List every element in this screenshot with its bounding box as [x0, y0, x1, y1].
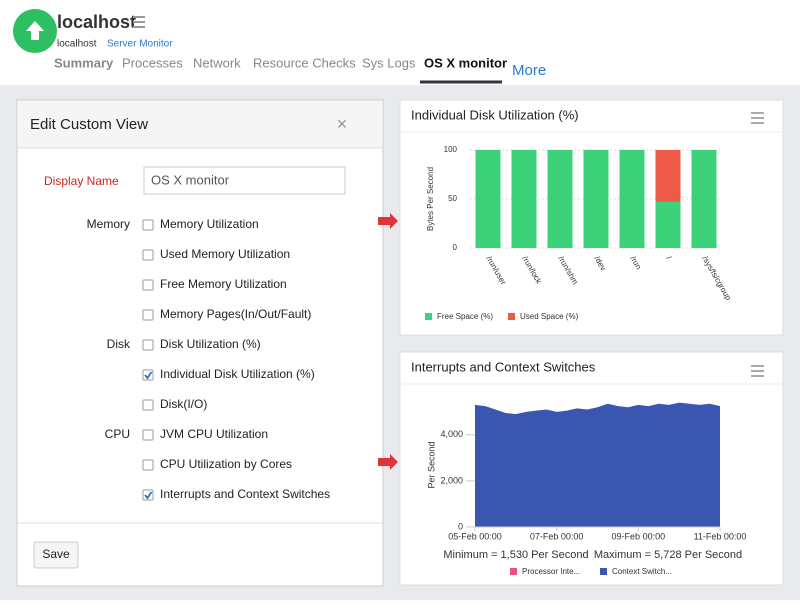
breadcrumb[interactable]: localhost: [57, 39, 97, 50]
checkbox[interactable]: [143, 430, 153, 440]
group-label: Disk: [107, 337, 131, 351]
x-tick-label: 05-Feb 00:00: [448, 531, 502, 541]
y-tick-label: 0: [458, 521, 463, 531]
option-label[interactable]: Memory Pages(In/Out/Fault): [160, 307, 311, 321]
x-tick-label: 09-Feb 00:00: [612, 531, 666, 541]
legend-swatch: [508, 313, 515, 320]
legend-swatch: [425, 313, 432, 320]
x-tick-label: 07-Feb 00:00: [530, 531, 584, 541]
field-label: Display Name: [44, 174, 119, 188]
option-label[interactable]: Individual Disk Utilization (%): [160, 367, 315, 381]
option-label[interactable]: JVM CPU Utilization: [160, 427, 268, 441]
legend-label: Free Space (%): [437, 312, 493, 321]
checkbox[interactable]: [143, 310, 153, 320]
bar-segment: [692, 150, 717, 248]
option-label[interactable]: Interrupts and Context Switches: [160, 487, 330, 501]
chart-note: Maximum = 5,728 Per Second: [594, 549, 742, 561]
nav-tab[interactable]: Resource Checks: [253, 55, 356, 70]
chart-note: Minimum = 1,530 Per Second: [443, 549, 588, 561]
area: [475, 403, 720, 527]
checkbox[interactable]: [143, 220, 153, 230]
nav-tab[interactable]: Sys Logs: [362, 55, 416, 70]
checkbox[interactable]: [143, 460, 153, 470]
nav-tab[interactable]: OS X monitor: [424, 55, 507, 70]
group-label: CPU: [105, 427, 130, 441]
chart-title: Individual Disk Utilization (%): [411, 107, 579, 122]
nav-tab[interactable]: Processes: [122, 55, 183, 70]
y-tick-label: 50: [448, 194, 457, 203]
y-axis-label: Per Second: [426, 441, 436, 488]
group-label: Memory: [87, 217, 130, 231]
option-label[interactable]: Disk Utilization (%): [160, 337, 261, 351]
option-label[interactable]: Used Memory Utilization: [160, 247, 290, 261]
option-label[interactable]: Free Memory Utilization: [160, 277, 287, 291]
host-name: localhost: [57, 12, 136, 32]
legend-swatch: [510, 568, 517, 575]
nav-tab[interactable]: Summary: [54, 55, 114, 70]
bar-segment: [476, 150, 501, 248]
legend-label: Used Space (%): [520, 312, 579, 321]
y-tick-label: 2,000: [440, 475, 463, 485]
input-value[interactable]: OS X monitor: [151, 172, 230, 187]
legend-label: Processor Inte...: [522, 567, 580, 576]
checkbox[interactable]: [143, 250, 153, 260]
option-label[interactable]: Memory Utilization: [160, 217, 259, 231]
y-tick-label: 4,000: [440, 429, 463, 439]
save-label[interactable]: Save: [42, 547, 70, 561]
bar-segment: [584, 150, 609, 248]
bar-segment: [656, 150, 681, 202]
close-button[interactable]: ×: [337, 114, 348, 134]
checkbox[interactable]: [143, 280, 153, 290]
nav-tab[interactable]: Network: [193, 55, 241, 70]
legend-swatch: [600, 568, 607, 575]
more-tab[interactable]: More: [512, 62, 546, 79]
bar-segment: [548, 150, 573, 248]
legend-label: Context Switch...: [612, 567, 672, 576]
x-tick-label: 11-Feb 00:00: [694, 531, 747, 541]
dialog-title: Edit Custom View: [30, 116, 148, 133]
bar-segment: [656, 202, 681, 248]
checkbox[interactable]: [143, 340, 153, 350]
bar-segment: [512, 150, 537, 248]
bar-segment: [620, 150, 645, 248]
y-tick-label: 0: [453, 243, 458, 252]
option-label[interactable]: CPU Utilization by Cores: [160, 457, 292, 471]
y-axis-label: Bytes Per Second: [426, 167, 435, 231]
option-label[interactable]: Disk(I/O): [160, 397, 207, 411]
breadcrumb[interactable]: Server Monitor: [107, 39, 173, 50]
checkbox[interactable]: [143, 400, 153, 410]
y-tick-label: 100: [444, 145, 458, 154]
chart-title: Interrupts and Context Switches: [411, 359, 596, 374]
